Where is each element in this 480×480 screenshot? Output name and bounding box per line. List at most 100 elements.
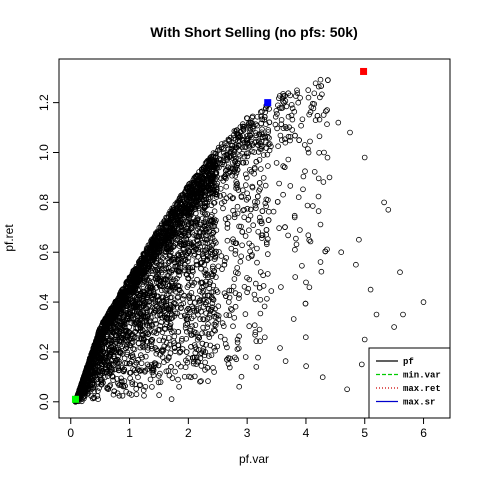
- pf-point: [180, 296, 186, 302]
- pf-point: [172, 263, 179, 270]
- pf-point: [290, 316, 297, 322]
- pf-point: [208, 306, 215, 313]
- pf-point: [205, 185, 211, 192]
- pf-point: [138, 304, 144, 310]
- pf-point: [227, 364, 233, 371]
- pf-point: [256, 131, 263, 138]
- pf-point: [292, 246, 298, 253]
- pf-point: [261, 334, 268, 341]
- pf-point: [144, 294, 150, 301]
- pf-point: [169, 267, 176, 274]
- pf-point: [239, 144, 246, 151]
- pf-point: [207, 279, 213, 285]
- pf-point: [232, 354, 238, 361]
- pf-point: [226, 299, 232, 305]
- pf-point: [174, 304, 181, 311]
- pf-point: [166, 258, 173, 265]
- pf-point: [106, 319, 112, 326]
- pf-point: [202, 247, 209, 253]
- pf-point: [292, 274, 299, 280]
- pf-point: [143, 353, 149, 360]
- y-tick-label: 0.2: [37, 343, 51, 360]
- pf-point: [255, 354, 261, 361]
- pf-point: [203, 310, 209, 317]
- pf-point: [179, 346, 186, 352]
- pf-point: [212, 306, 218, 312]
- pf-point: [306, 284, 313, 291]
- pf-point: [122, 283, 129, 290]
- pf-point: [217, 333, 224, 340]
- pf-point: [196, 335, 203, 341]
- pf-point: [184, 313, 190, 320]
- pf-point: [201, 219, 208, 226]
- pf-point: [169, 311, 175, 318]
- pf-point: [244, 137, 250, 144]
- pf-point: [241, 143, 248, 150]
- pf-point: [263, 227, 270, 233]
- pf-point: [188, 219, 195, 225]
- pf-point: [130, 354, 136, 360]
- pf-point: [201, 261, 208, 268]
- pf-point: [236, 291, 242, 298]
- pf-point: [185, 268, 192, 274]
- pf-point: [249, 183, 256, 190]
- pf-point: [280, 93, 287, 99]
- pf-point: [138, 313, 145, 320]
- pf-point: [166, 335, 172, 341]
- pf-point: [161, 359, 167, 366]
- pf-point: [182, 219, 189, 225]
- pf-point: [176, 272, 182, 279]
- pf-point: [118, 299, 125, 306]
- pf-point: [292, 93, 299, 99]
- pf-point: [244, 190, 250, 197]
- pf-point: [264, 251, 271, 257]
- pf-point: [166, 306, 172, 313]
- pf-point: [246, 120, 252, 126]
- pf-point: [335, 119, 342, 126]
- pf-point: [186, 292, 193, 299]
- pf-point: [169, 375, 176, 381]
- pf-point: [222, 336, 228, 343]
- pf-point: [123, 388, 129, 395]
- pf-point: [161, 227, 168, 234]
- pf-point: [185, 193, 192, 200]
- pf-point: [137, 321, 144, 328]
- pf-point: [119, 335, 125, 341]
- pf-point: [317, 259, 324, 265]
- pf-point: [255, 229, 262, 235]
- pf-point: [89, 376, 96, 382]
- pf-point: [123, 297, 129, 304]
- pf-point: [188, 332, 194, 338]
- pf-point: [296, 137, 302, 143]
- pf-point: [256, 180, 263, 186]
- pf-point: [210, 296, 217, 303]
- pf-point: [265, 127, 272, 133]
- pf-point: [224, 225, 231, 231]
- pf-point: [241, 207, 247, 213]
- pf-point: [154, 267, 161, 274]
- legend-label: max.sr: [403, 398, 435, 408]
- pf-point: [197, 186, 204, 193]
- pf-point: [282, 224, 288, 230]
- pf-point: [285, 232, 291, 239]
- pf-point: [270, 208, 277, 215]
- pf-point: [116, 318, 123, 324]
- pf-point: [148, 365, 155, 371]
- pf-point: [178, 241, 184, 247]
- pf-point: [294, 87, 300, 94]
- x-axis-label: pf.var: [239, 452, 269, 466]
- pf-point: [127, 369, 134, 376]
- pf-point: [227, 193, 233, 199]
- y-tick-label: 0.8: [37, 194, 51, 211]
- pf-point: [246, 142, 253, 148]
- pf-point: [205, 161, 212, 168]
- pf-point: [213, 189, 220, 195]
- pf-point: [207, 172, 213, 179]
- pf-point: [214, 180, 221, 187]
- pf-point: [255, 142, 261, 148]
- x-tick-label: 0: [67, 426, 74, 440]
- pf-point: [247, 122, 253, 129]
- pf-point: [299, 262, 305, 269]
- pf-point: [344, 386, 350, 393]
- pf-point: [104, 357, 110, 364]
